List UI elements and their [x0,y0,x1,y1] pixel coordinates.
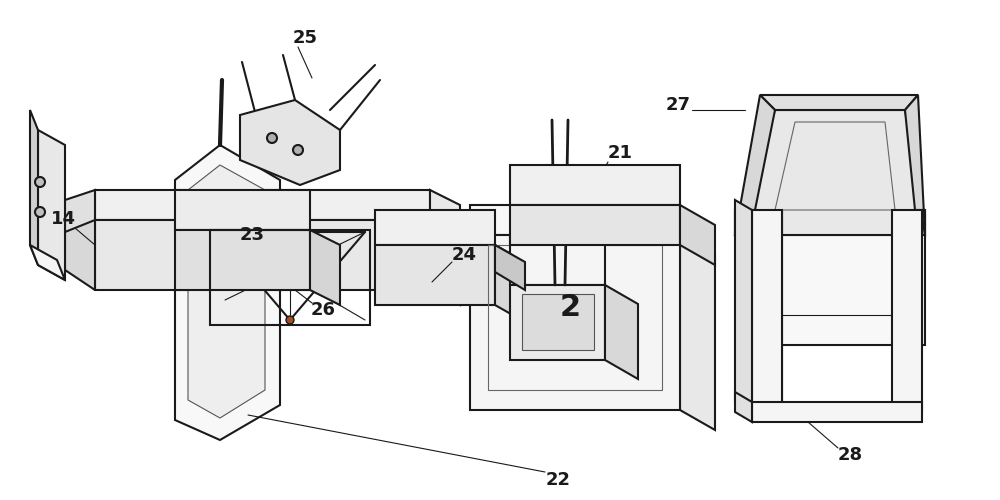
Text: 27: 27 [666,96,690,114]
Polygon shape [38,130,65,280]
Polygon shape [430,220,460,305]
Text: 23: 23 [240,226,264,244]
Polygon shape [605,285,638,379]
Polygon shape [735,95,775,235]
Polygon shape [30,245,65,280]
Polygon shape [892,210,922,412]
Polygon shape [735,210,925,235]
Polygon shape [735,110,925,235]
Text: 24: 24 [452,246,477,264]
Polygon shape [680,205,715,265]
Polygon shape [470,235,680,410]
Polygon shape [510,285,605,360]
Text: 26: 26 [310,301,336,319]
Polygon shape [430,190,460,235]
Polygon shape [95,220,430,290]
Text: 21: 21 [608,144,633,162]
Polygon shape [95,190,430,220]
Polygon shape [760,95,918,110]
Circle shape [35,177,45,187]
Polygon shape [905,95,925,235]
Polygon shape [240,100,340,185]
Polygon shape [680,235,715,430]
Polygon shape [65,190,95,232]
Polygon shape [175,230,310,290]
Text: 2: 2 [559,294,581,322]
Polygon shape [175,145,280,440]
Polygon shape [188,165,265,418]
Polygon shape [65,200,95,290]
Circle shape [293,145,303,155]
Text: 25: 25 [292,29,318,47]
Polygon shape [735,392,752,422]
Circle shape [286,316,294,324]
Polygon shape [510,205,680,245]
Polygon shape [30,110,38,265]
Polygon shape [495,245,525,322]
Polygon shape [470,205,680,235]
Polygon shape [522,294,594,350]
Polygon shape [175,190,310,230]
Text: 28: 28 [837,446,863,464]
Circle shape [267,133,277,143]
Polygon shape [495,245,525,290]
Polygon shape [735,200,752,412]
Text: 14: 14 [50,210,76,228]
Polygon shape [752,402,922,422]
Polygon shape [752,210,782,412]
Polygon shape [510,165,680,205]
Polygon shape [310,230,340,305]
Polygon shape [375,245,495,305]
Polygon shape [755,215,925,345]
Text: 22: 22 [546,471,570,489]
Circle shape [35,207,45,217]
Polygon shape [510,235,605,285]
Polygon shape [375,210,495,245]
